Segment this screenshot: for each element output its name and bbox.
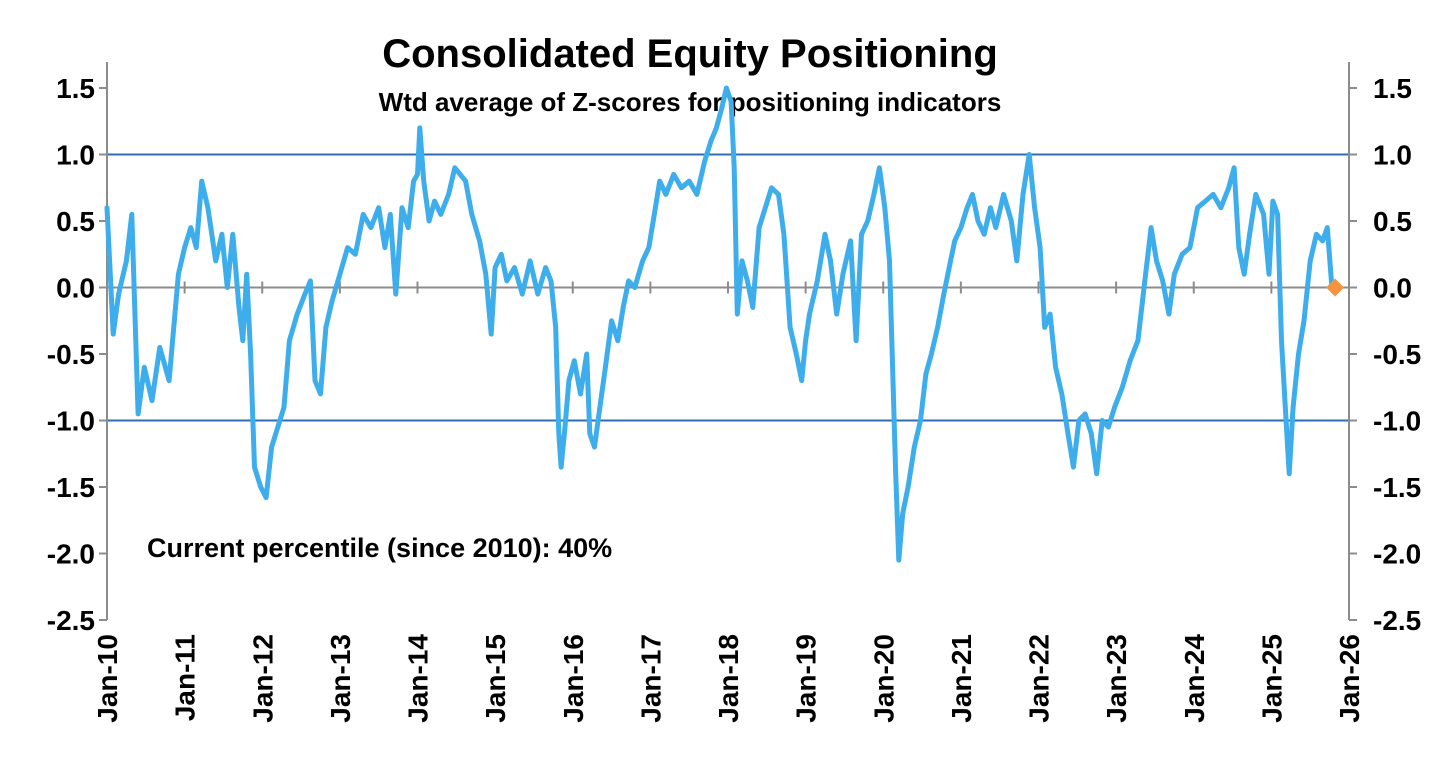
latest-value-marker [1326, 278, 1345, 297]
y-axis-right: 1.5 1.0 0.5 0.0 -0.5 -1.0 -1.5 -2.0 -2.5 [1349, 73, 1421, 636]
y-tick-label-left: 0.5 [56, 206, 95, 237]
y-tick-label-right: 1.0 [1373, 140, 1412, 171]
y-tick-label-left: -1.5 [47, 472, 95, 503]
x-tick-label: Jan-17 [635, 634, 666, 723]
y-tick-label-right: -1.0 [1373, 406, 1421, 437]
x-tick-label: Jan-14 [403, 634, 434, 723]
x-tick-label: Jan-11 [170, 634, 201, 721]
x-tick-label: Jan-19 [791, 634, 822, 723]
x-tick-label: Jan-15 [480, 634, 511, 723]
x-tick-label: Jan-21 [946, 634, 977, 723]
series-line [104, 85, 1335, 563]
y-tick-label-left: 1.5 [56, 73, 95, 104]
y-tick-label-right: -0.5 [1373, 339, 1421, 370]
reference-lines [107, 153, 1349, 422]
x-tick-label: Jan-20 [868, 634, 899, 723]
y-tick-label-right: -2.0 [1373, 539, 1421, 570]
x-tick-label: Jan-18 [713, 634, 744, 723]
y-tick-label-right: -2.5 [1373, 605, 1421, 636]
y-tick-label-right: 0.5 [1373, 206, 1412, 237]
x-tick-label: Jan-22 [1024, 634, 1055, 723]
y-axis-left: 1.5 1.0 0.5 0.0 -0.5 -1.0 -1.5 -2.0 -2.5 [47, 73, 107, 636]
x-tick-label: Jan-10 [92, 634, 123, 723]
y-tick-label-left: -2.0 [47, 539, 95, 570]
y-tick-label-left: -0.5 [47, 339, 95, 370]
y-tick-label-left: 0.0 [56, 273, 95, 304]
x-axis: Jan-10 Jan-11 Jan-12 Jan-13 Jan-14 Jan-15 Jan-… [92, 281, 1365, 723]
series-layer [104, 85, 1345, 563]
y-tick-label-right: 1.5 [1373, 73, 1412, 104]
x-tick-label: Jan-12 [247, 634, 278, 723]
y-tick-label-left: -2.5 [47, 605, 95, 636]
y-tick-label-right: -1.5 [1373, 472, 1421, 503]
chart-subtitle: Wtd average of Z-scores for positioning … [379, 87, 1002, 117]
x-tick-label: Jan-13 [325, 634, 356, 723]
percentile-annotation: Current percentile (since 2010): 40% [147, 533, 612, 563]
chart-title: Consolidated Equity Positioning [382, 32, 998, 76]
x-tick-label: Jan-24 [1179, 634, 1210, 723]
y-tick-label-left: -1.0 [47, 406, 95, 437]
y-tick-label-left: 1.0 [56, 140, 95, 171]
x-tick-label: Jan-23 [1101, 634, 1132, 723]
x-tick-label: Jan-25 [1256, 634, 1287, 723]
x-tick-label: Jan-16 [558, 634, 589, 723]
x-tick-label: Jan-26 [1334, 634, 1365, 723]
y-tick-label-right: 0.0 [1373, 273, 1412, 304]
